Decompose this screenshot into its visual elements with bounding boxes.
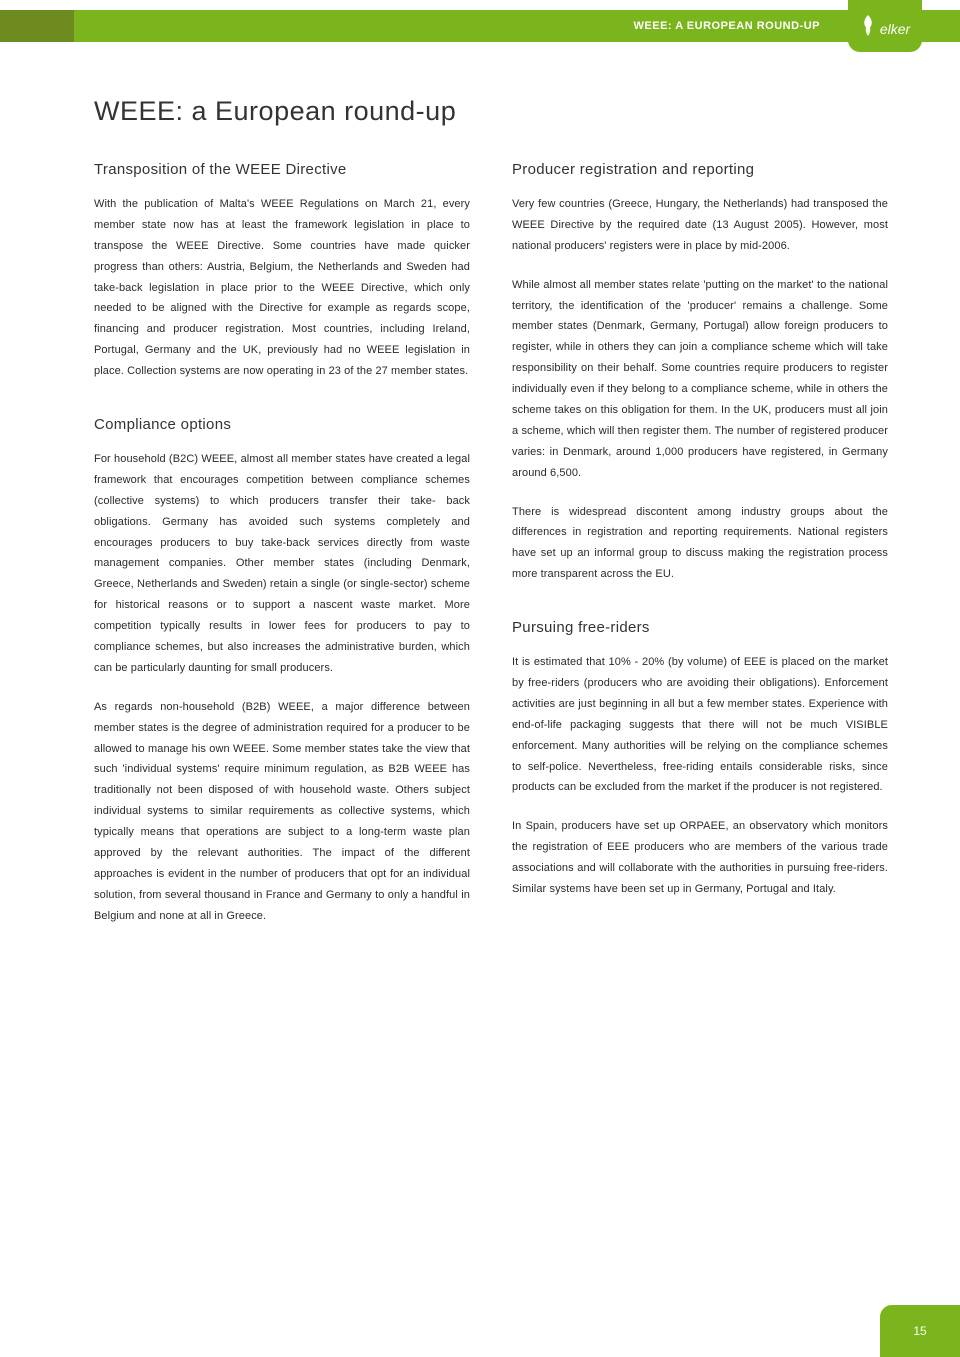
paragraph: For household (B2C) WEEE, almost all mem… — [94, 449, 470, 679]
paragraph: Very few countries (Greece, Hungary, the… — [512, 194, 888, 257]
brand-badge: elker — [848, 0, 922, 52]
section-title-registration: Producer registration and reporting — [512, 161, 888, 178]
footer-page-tab: 15 — [880, 1305, 960, 1357]
header-bar-left-accent — [0, 10, 74, 42]
page-title: WEEE: a European round-up — [94, 96, 888, 127]
section-title-compliance: Compliance options — [94, 416, 470, 433]
header-bar: WEEE: A EUROPEAN ROUND-UP elker — [0, 0, 960, 52]
right-column: Producer registration and reporting Very… — [512, 161, 888, 945]
section-title-freeriders: Pursuing free-riders — [512, 619, 888, 636]
page-number: 15 — [913, 1324, 926, 1338]
left-column: Transposition of the WEEE Directive With… — [94, 161, 470, 945]
paragraph: In Spain, producers have set up ORPAEE, … — [512, 816, 888, 900]
paragraph: There is widespread discontent among ind… — [512, 502, 888, 586]
paragraph: As regards non-household (B2B) WEEE, a m… — [94, 697, 470, 927]
header-bar-main: WEEE: A EUROPEAN ROUND-UP — [74, 10, 960, 42]
brand-leaf-icon — [860, 14, 876, 38]
paragraph: With the publication of Malta's WEEE Reg… — [94, 194, 470, 382]
running-title: WEEE: A EUROPEAN ROUND-UP — [634, 20, 820, 32]
paragraph: It is estimated that 10% - 20% (by volum… — [512, 652, 888, 798]
section-title-transposition: Transposition of the WEEE Directive — [94, 161, 470, 178]
page-content: WEEE: a European round-up Transposition … — [94, 96, 888, 945]
two-column-layout: Transposition of the WEEE Directive With… — [94, 161, 888, 945]
brand-name: elker — [880, 21, 910, 37]
paragraph: While almost all member states relate 'p… — [512, 275, 888, 484]
